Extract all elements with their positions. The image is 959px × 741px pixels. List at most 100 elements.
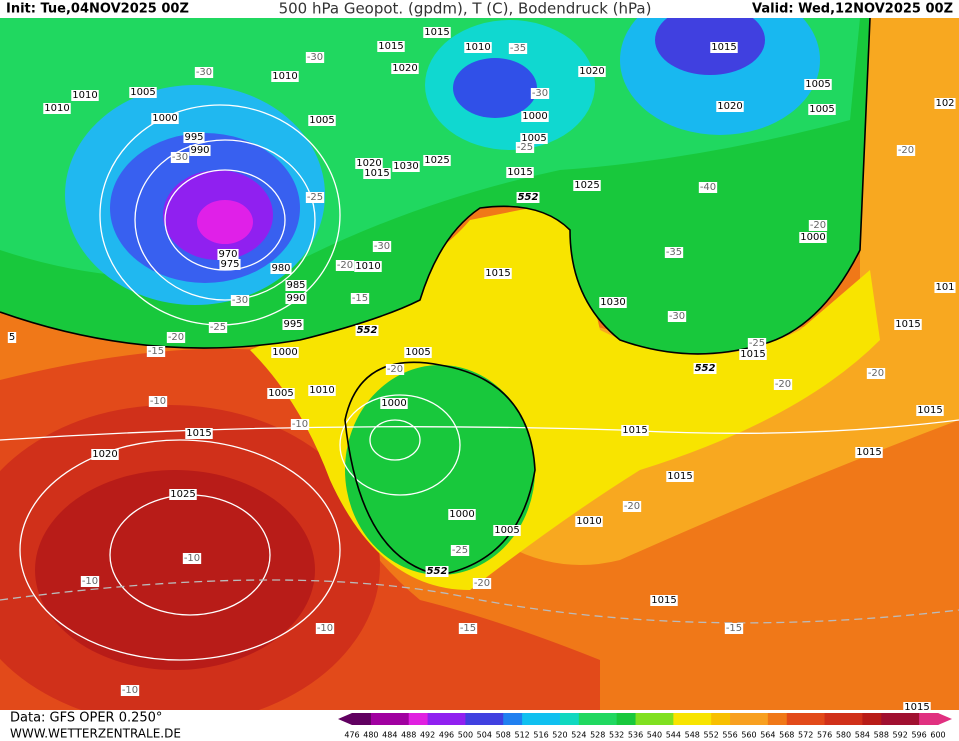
pressure-label: 975 (220, 259, 239, 270)
label-box (230, 295, 250, 306)
colorbar-swatch (616, 713, 637, 725)
colorbar-label: 564 (760, 731, 775, 740)
colorbar-swatch (465, 713, 485, 725)
temperature-label: -10 (317, 623, 333, 634)
colorbar-swatch (711, 713, 731, 725)
label-box (903, 702, 931, 713)
colorbar-swatch (559, 713, 580, 725)
colorbar-swatch (692, 713, 712, 725)
colorbar-swatch (597, 713, 618, 725)
label-box (372, 241, 392, 252)
label-box (804, 79, 832, 90)
pressure-label: 1000 (522, 111, 547, 122)
pressure-label: 990 (190, 145, 209, 156)
temperature-label: -30 (532, 88, 548, 99)
colorbar: 476 480 484 488 492 496 500 504 508 512 516 520 524 5… (338, 713, 952, 740)
label-box (91, 449, 119, 460)
pressure-label: 1010 (72, 90, 97, 101)
pressure-label: 1015 (667, 471, 692, 482)
pressure-label: 1010 (576, 516, 601, 527)
label-box (425, 566, 449, 577)
map-title: 500 hPa Geopot. (gpdm), T (C), Bodendruc… (279, 0, 652, 18)
pressure-label: 1005 (405, 347, 430, 358)
pressure-label: 995 (184, 132, 203, 143)
colorbar-label: 588 (874, 731, 889, 740)
pressure-label: 1020 (717, 101, 742, 112)
label-box (464, 42, 492, 53)
label-box (267, 388, 295, 399)
colorbar-swatch (446, 713, 466, 725)
colorbar-label: 580 (836, 731, 851, 740)
colorbar-label: 508 (496, 731, 511, 740)
label-box (448, 509, 476, 520)
temperature-label: -40 (700, 182, 716, 193)
colorbar-label: 492 (420, 731, 435, 740)
label-box (355, 325, 379, 336)
label-box (773, 379, 793, 390)
pressure-label: 1005 (809, 104, 834, 115)
temperature-label: -25 (307, 192, 323, 203)
colorbar-label: 556 (722, 731, 737, 740)
label-box (710, 42, 738, 53)
label-box (458, 623, 478, 634)
label-box (866, 368, 886, 379)
colorbar-swatch (654, 713, 674, 725)
pressure-label: 1005 (521, 133, 546, 144)
label-box (271, 71, 299, 82)
temperature-label: -10 (184, 553, 200, 564)
label-box (217, 249, 239, 260)
label-box (129, 87, 157, 98)
data-source: Data: GFS OPER 0.250° (10, 711, 162, 726)
pressure-label: 970 (218, 249, 237, 260)
temperature-label: -20 (337, 260, 353, 271)
temperature-label: -20 (810, 220, 826, 231)
label-box (270, 263, 292, 274)
label-box (573, 180, 601, 191)
label-box (335, 260, 355, 271)
pressure-label: 1000 (800, 232, 825, 243)
colorbar-swatch (635, 713, 655, 725)
label-box (194, 67, 214, 78)
label-box (934, 98, 956, 109)
label-box (520, 133, 548, 144)
label-box (666, 471, 694, 482)
label-box (516, 192, 540, 203)
temperature-label: -25 (210, 322, 226, 333)
label-box (170, 152, 190, 163)
label-box (208, 322, 228, 333)
label-box (423, 155, 451, 166)
temperature-label: -10 (82, 576, 98, 587)
colorbar-arrow (938, 713, 952, 725)
colorbar-swatch (824, 713, 844, 725)
colorbar-label: 524 (571, 731, 586, 740)
colorbar-label: 476 (344, 731, 359, 740)
pressure-label: 1000 (272, 347, 297, 358)
label-box (80, 576, 100, 587)
label-box (146, 346, 166, 357)
label-box (716, 101, 744, 112)
valid-time: Valid: Wed,12NOV2025 00Z (752, 2, 953, 17)
colorbar-label: 552 (704, 731, 719, 740)
label-box (315, 623, 335, 634)
label-box (380, 398, 408, 409)
pressure-label: 1020 (92, 449, 117, 460)
label-box (698, 182, 718, 193)
temperature-label: -20 (387, 364, 403, 375)
colorbar-swatch (522, 713, 542, 725)
label-box (724, 623, 744, 634)
temperature-label: -30 (669, 311, 685, 322)
temperature-label: -20 (868, 368, 884, 379)
colorbar-label: 484 (382, 731, 397, 740)
label-box (392, 161, 420, 172)
colorbar-label: 596 (911, 731, 926, 740)
pressure-label: 1015 (917, 405, 942, 416)
pressure-label: 1015 (711, 42, 736, 53)
colorbar-label: 500 (458, 731, 473, 740)
colorbar-label: 516 (533, 731, 548, 740)
pressure-label: 1015 (186, 428, 211, 439)
pressure-label: 1030 (393, 161, 418, 172)
pressure-label: 1005 (805, 79, 830, 90)
colorbar-label: 528 (590, 731, 605, 740)
temperature-label: -30 (172, 152, 188, 163)
